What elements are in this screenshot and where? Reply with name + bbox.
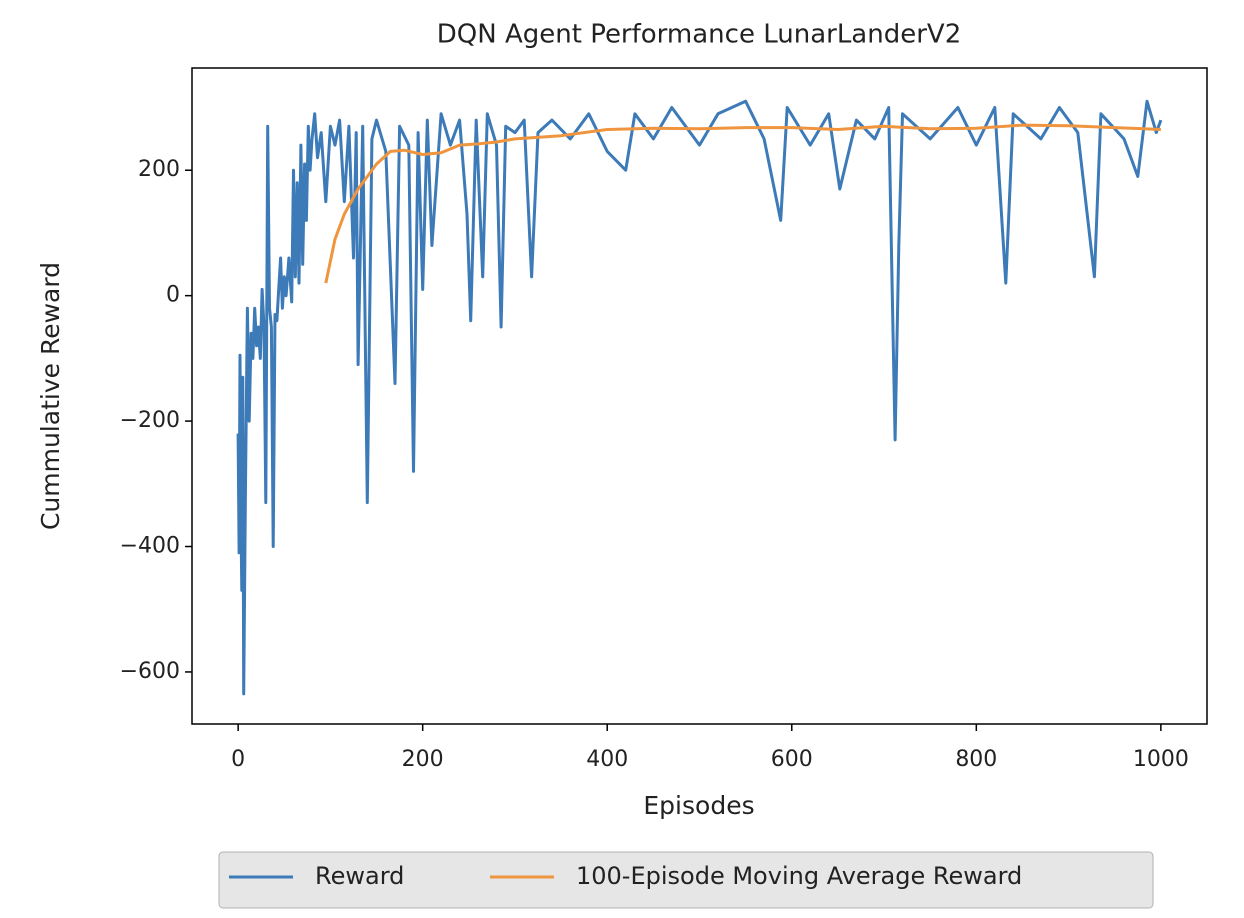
- x-tick-label: 600: [771, 747, 813, 772]
- plot-frame: [191, 67, 1208, 725]
- x-tick-label: 800: [955, 747, 997, 772]
- x-tick-label: 0: [231, 747, 245, 772]
- y-tick-label: 200: [138, 157, 180, 182]
- chart-title: DQN Agent Performance LunarLanderV2: [437, 20, 961, 50]
- y-tick-label: −400: [120, 534, 180, 559]
- legend-frame: [218, 851, 1154, 909]
- x-tick-label: 400: [586, 747, 628, 772]
- x-axis-label: Episodes: [643, 791, 754, 820]
- series-line: [236, 99, 1163, 696]
- legend-label: 100-Episode Moving Average Reward: [576, 862, 1022, 890]
- y-axis-label: Cummulative Reward: [36, 262, 65, 530]
- series-line: [324, 123, 1161, 284]
- legend-label: Reward: [315, 862, 404, 890]
- y-tick-label: −600: [120, 659, 180, 684]
- x-tick-label: 1000: [1133, 747, 1189, 772]
- y-tick-label: −200: [120, 408, 180, 433]
- legend: Reward 100-Episode Moving Average Reward: [218, 851, 1154, 909]
- y-tick-label: 0: [166, 283, 180, 308]
- x-tick-label: 200: [402, 747, 444, 772]
